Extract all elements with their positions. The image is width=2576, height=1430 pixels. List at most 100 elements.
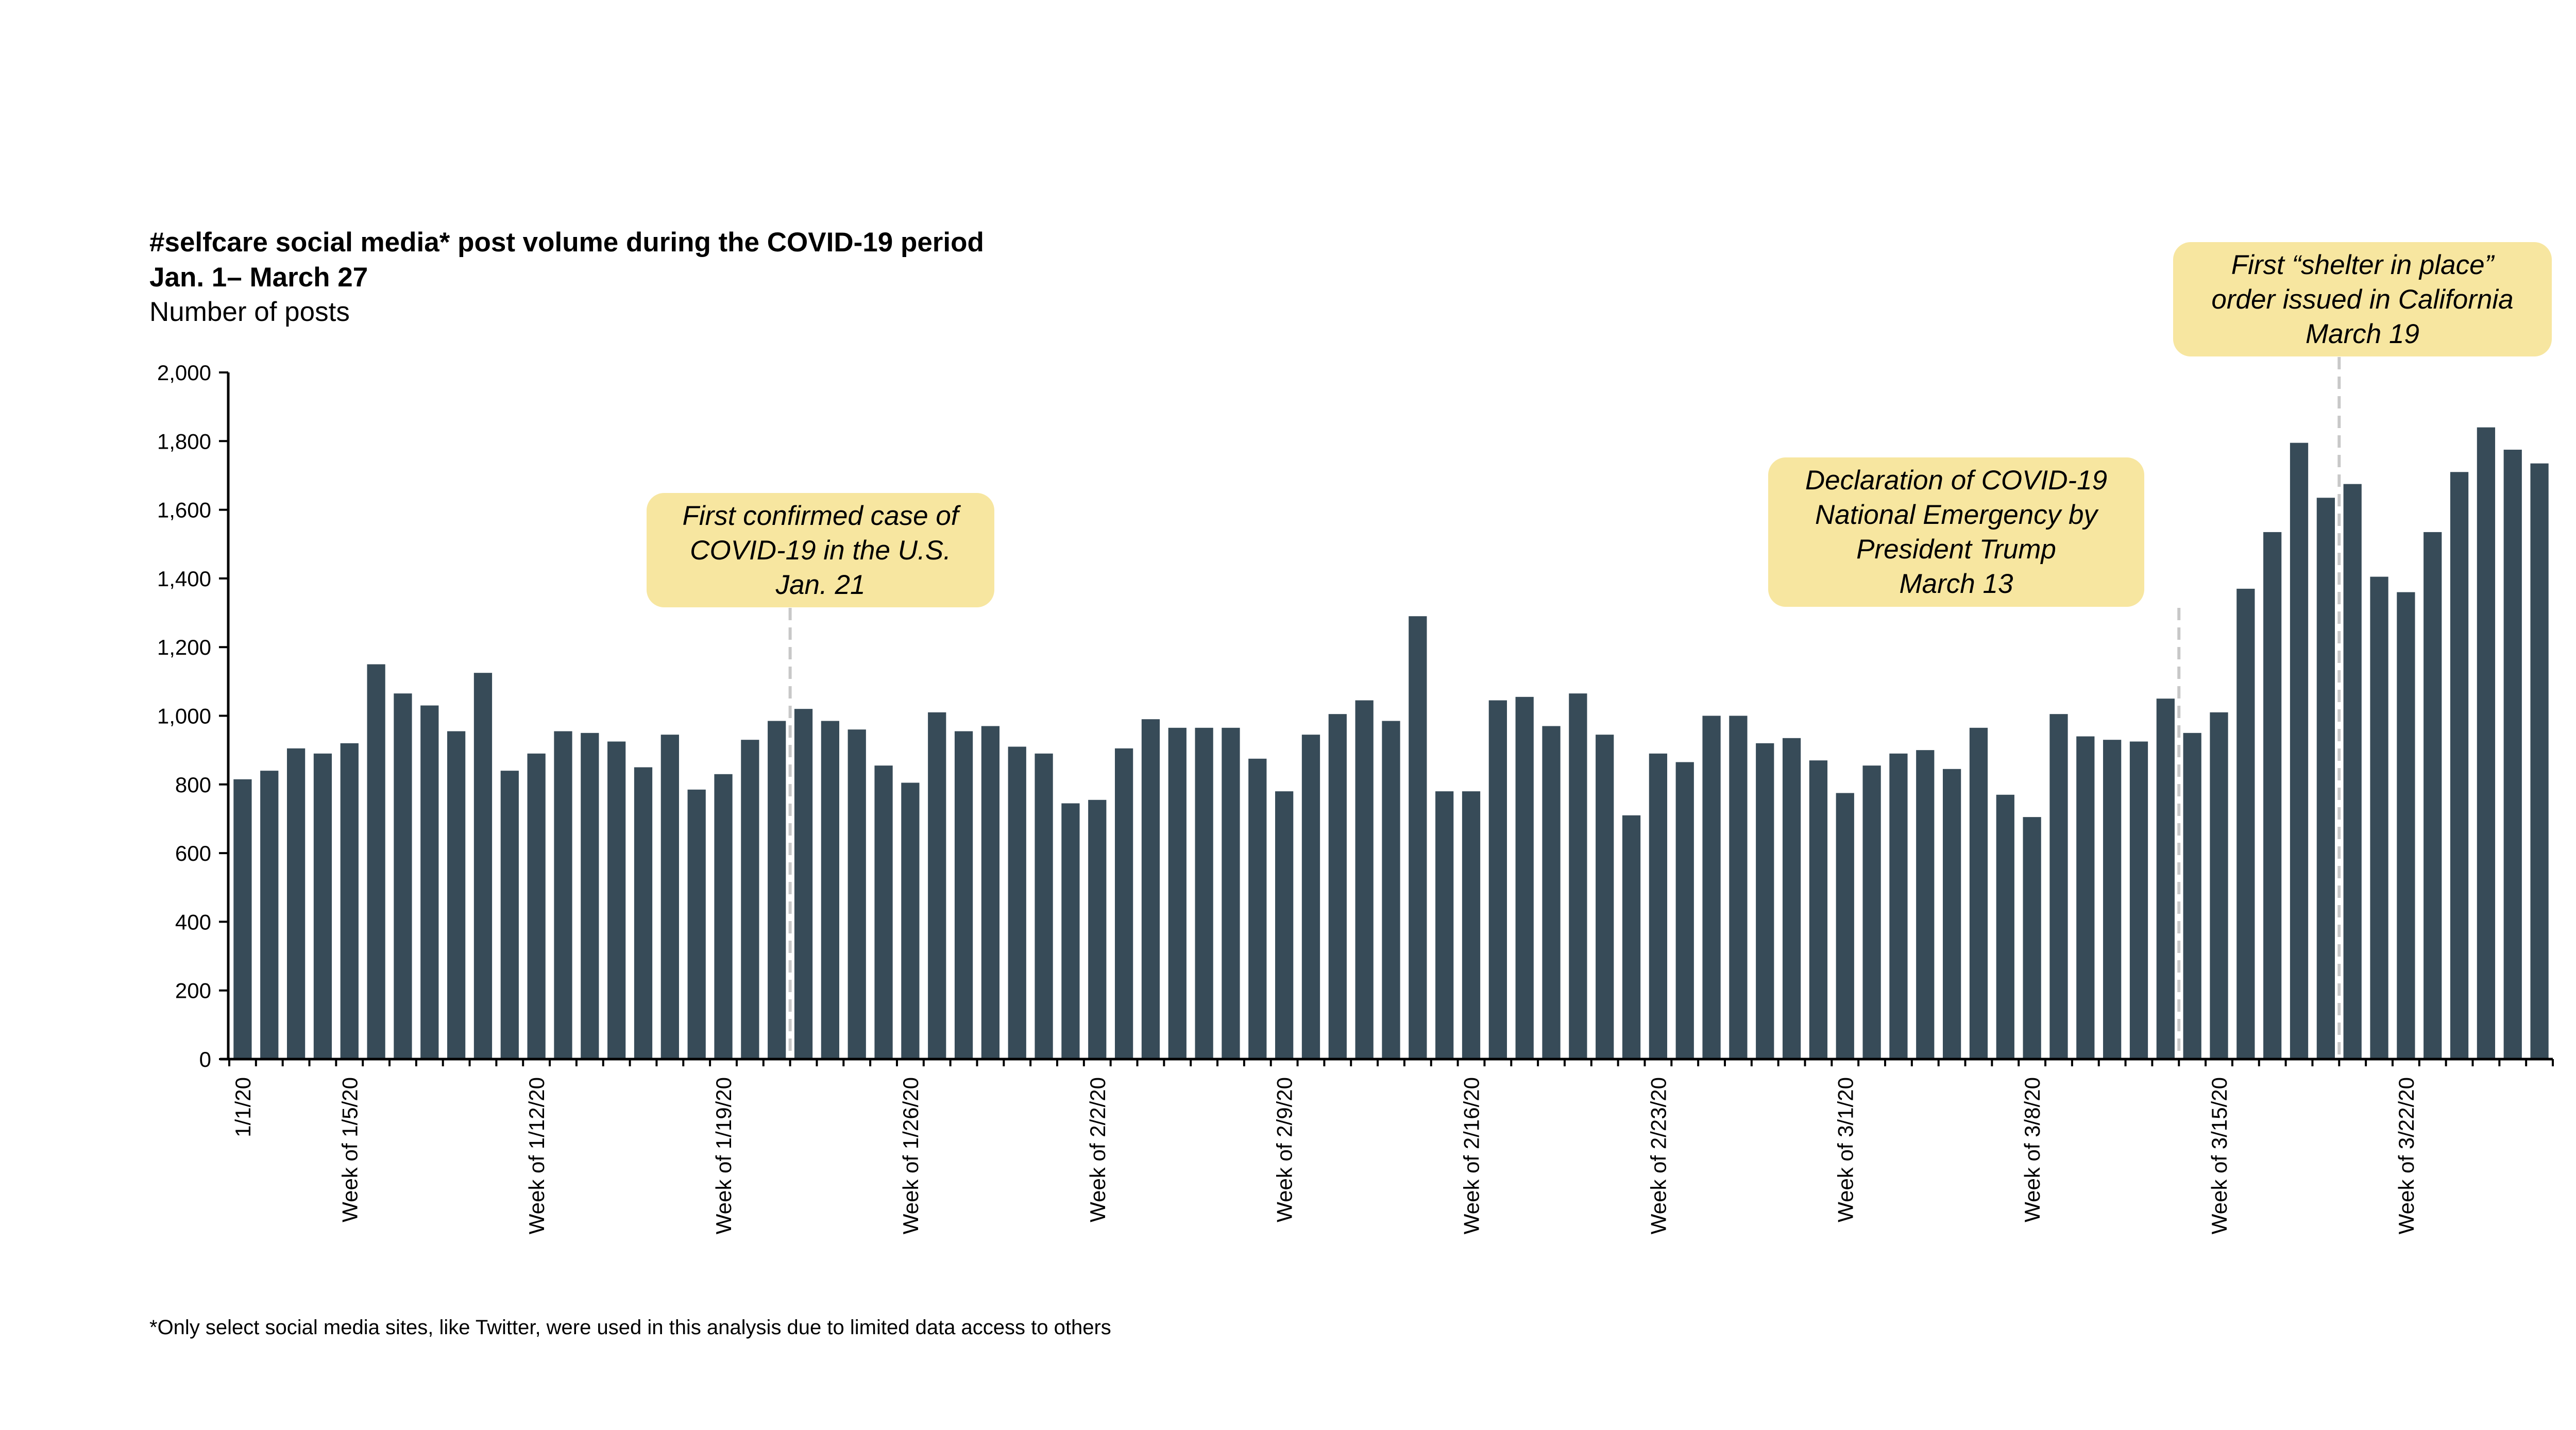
y-tick-label: 400 (175, 910, 211, 934)
bar (1382, 721, 1400, 1059)
bar (1061, 803, 1080, 1059)
bar (313, 753, 332, 1059)
bar (1809, 760, 1828, 1059)
callout-line: National Emergency by (1815, 500, 2097, 530)
y-tick-label: 600 (175, 841, 211, 865)
bar (2397, 592, 2415, 1059)
bar (1088, 799, 1107, 1059)
callout-line: March 19 (2306, 318, 2419, 349)
bar (2503, 449, 2522, 1059)
annotation-guides (788, 357, 2341, 1059)
bar (367, 664, 385, 1059)
y-tick-label: 1,800 (157, 429, 211, 453)
bar (2316, 498, 2335, 1060)
bar (768, 721, 786, 1059)
bar (1702, 716, 1721, 1059)
bar (1008, 746, 1026, 1059)
y-tick-label: 2,000 (157, 361, 211, 385)
bar (2424, 532, 2442, 1059)
bar (1889, 753, 1908, 1059)
bar (1916, 750, 1935, 1059)
bar (1729, 716, 1748, 1059)
bar (2290, 442, 2309, 1059)
callout-first-case: First confirmed case of COVID-19 in the … (647, 493, 994, 607)
y-axis-unit: Number of posts (149, 297, 350, 327)
y-axis-ticks: 0 200 400 600 800 1,000 1,200 1,400 1,600 1,800 2,… (157, 361, 228, 1071)
x-tick-label: Week of 2/9/20 (1273, 1077, 1297, 1222)
bar (714, 774, 733, 1059)
bar (1996, 794, 2014, 1059)
y-tick-label: 200 (175, 979, 211, 1003)
bar (874, 765, 893, 1059)
bar (687, 789, 706, 1059)
bar (2530, 463, 2549, 1059)
bar (901, 782, 920, 1059)
x-tick-label: Week of 3/8/20 (2020, 1077, 2044, 1222)
bar (2210, 712, 2228, 1059)
bar (1596, 735, 1614, 1059)
bar (928, 712, 946, 1059)
bar (1488, 700, 1507, 1059)
bar (1409, 616, 1427, 1059)
bar (260, 771, 279, 1059)
y-tick-label: 1,200 (157, 635, 211, 659)
bar-series (233, 427, 2549, 1060)
bar (794, 709, 813, 1059)
callout-line: President Trump (1856, 534, 2056, 565)
bar (473, 673, 493, 1059)
bar (821, 721, 840, 1059)
bar (1195, 727, 1213, 1059)
bar (1355, 700, 1374, 1059)
chart-title: #selfcare social media* post volume duri… (149, 227, 984, 258)
bar (1675, 762, 1694, 1059)
callout-line: First “shelter in place” (2231, 249, 2494, 280)
bar (981, 726, 1000, 1059)
x-tick-label: Week of 2/2/20 (1086, 1077, 1110, 1222)
callout-line: First confirmed case of (682, 500, 959, 531)
y-tick-label: 800 (175, 773, 211, 797)
bar (286, 748, 306, 1059)
bar (1248, 758, 1267, 1059)
bar (634, 767, 653, 1059)
bar (2183, 733, 2201, 1059)
bar (1569, 693, 1587, 1059)
y-tick-label: 0 (199, 1047, 211, 1071)
bar (2343, 484, 2362, 1059)
x-tick-label: Week of 3/22/20 (2394, 1077, 2418, 1234)
bar (1035, 753, 1053, 1059)
bar (1515, 696, 1534, 1059)
x-tick-label: Week of 1/12/20 (524, 1077, 549, 1234)
bar (2370, 576, 2388, 1059)
bar (848, 729, 866, 1059)
bar (1141, 719, 1160, 1059)
bar (1435, 791, 1454, 1059)
callout-national-emergency: Declaration of COVID-19 National Emergen… (1768, 457, 2144, 607)
bar (1328, 714, 1347, 1059)
bar (447, 731, 466, 1059)
bar (1649, 753, 1668, 1059)
bar (607, 741, 626, 1059)
x-tick-label: Week of 1/26/20 (899, 1077, 923, 1234)
bar (2103, 740, 2122, 1059)
bar (1836, 793, 1854, 1059)
bar (500, 771, 519, 1059)
bar (2023, 817, 2041, 1059)
footnote: *Only select social media sites, like Tw… (149, 1316, 1111, 1339)
bar (394, 693, 412, 1059)
x-tick-label: Week of 1/19/20 (711, 1077, 736, 1234)
bar (1862, 765, 1881, 1059)
bar (1222, 727, 1240, 1059)
bar (2450, 472, 2469, 1060)
bar (2049, 714, 2068, 1059)
bar (420, 705, 439, 1059)
x-tick-label: Week of 3/15/20 (2207, 1077, 2231, 1234)
bar (2156, 699, 2175, 1059)
bar (1275, 791, 1294, 1059)
callout-line: March 13 (1899, 569, 2013, 599)
bar (1622, 815, 1641, 1059)
bar (554, 731, 572, 1059)
bar (1782, 738, 1801, 1059)
callout-shelter-in-place: First “shelter in place” order issued in… (2173, 242, 2552, 356)
bar (581, 733, 599, 1059)
